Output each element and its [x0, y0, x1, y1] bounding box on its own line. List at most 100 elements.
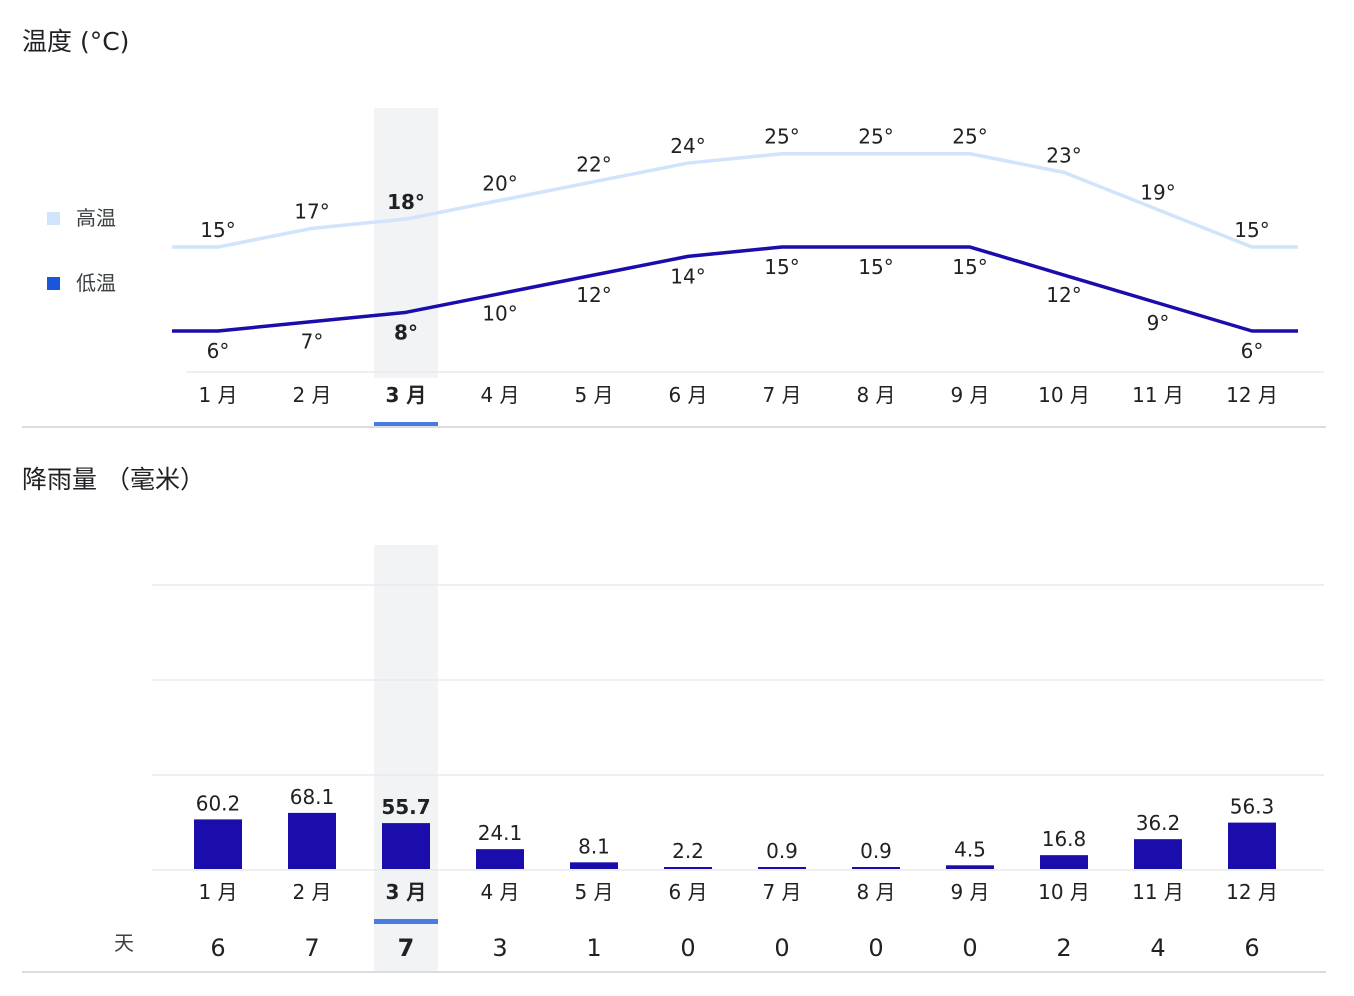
- low-temp-label: 15°: [952, 255, 987, 279]
- precipitation-month-label[interactable]: 8 月: [856, 880, 895, 904]
- legend-high-swatch: [47, 212, 60, 225]
- temperature-selected-month-band: [374, 108, 438, 378]
- high-temp-label: 18°: [387, 190, 425, 214]
- low-temp-label: 10°: [482, 302, 517, 326]
- temperature-month-label[interactable]: 8 月: [856, 383, 895, 407]
- low-temp-label: 9°: [1147, 311, 1170, 335]
- precipitation-selected-month-band: [374, 545, 438, 973]
- temperature-month-label[interactable]: 11 月: [1132, 383, 1184, 407]
- temperature-month-label[interactable]: 6 月: [668, 383, 707, 407]
- rainy-days-label: 天: [114, 931, 134, 955]
- rainy-days-value: 6: [210, 934, 225, 962]
- precipitation-month-label[interactable]: 6 月: [668, 880, 707, 904]
- low-temp-label: 6°: [207, 339, 230, 363]
- precipitation-month-label[interactable]: 10 月: [1038, 880, 1090, 904]
- legend-high-label: 高温: [76, 206, 116, 230]
- precipitation-title: 降雨量 （毫米）: [22, 465, 205, 494]
- rainy-days-value: 0: [962, 934, 977, 962]
- low-temp-label: 15°: [858, 255, 893, 279]
- precipitation-bar[interactable]: [1134, 839, 1182, 869]
- precipitation-month-label[interactable]: 5 月: [574, 880, 613, 904]
- precipitation-month-label[interactable]: 11 月: [1132, 880, 1184, 904]
- precipitation-bar[interactable]: [288, 812, 336, 869]
- rainy-days-value: 0: [774, 934, 789, 962]
- temperature-title: 温度 (°C): [22, 27, 129, 56]
- rainy-days-value: 0: [868, 934, 883, 962]
- precipitation-month-label[interactable]: 12 月: [1226, 880, 1278, 904]
- high-temp-label: 25°: [858, 125, 893, 149]
- temperature-month-label[interactable]: 10 月: [1038, 383, 1090, 407]
- precipitation-selected-month-indicator[interactable]: [374, 919, 438, 924]
- precipitation-value-label: 36.2: [1136, 811, 1181, 835]
- high-temp-label: 15°: [200, 218, 235, 242]
- precipitation-bar[interactable]: [664, 867, 712, 869]
- temperature-month-label[interactable]: 9 月: [950, 383, 989, 407]
- legend-low-swatch: [47, 277, 60, 290]
- precipitation-bar[interactable]: [1228, 822, 1276, 869]
- precipitation-value-label: 8.1: [578, 834, 610, 858]
- precipitation-bar[interactable]: [476, 849, 524, 869]
- temperature-month-label[interactable]: 12 月: [1226, 383, 1278, 407]
- legend-low-label: 低温: [76, 271, 116, 295]
- precipitation-month-labels: 1 月 2 月 3 月 4 月 5 月 6 月 7 月 8 月 9 月 10 月 11 月 12 月: [198, 880, 1277, 904]
- rainy-days-values: 6 7 7 3 1 0 0 0 0 2 4 6: [210, 934, 1259, 962]
- precipitation-month-label[interactable]: 1 月: [198, 880, 237, 904]
- temperature-month-label[interactable]: 3 月: [386, 383, 427, 407]
- temperature-month-label[interactable]: 4 月: [480, 383, 519, 407]
- temperature-month-label[interactable]: 5 月: [574, 383, 613, 407]
- low-temp-label: 7°: [301, 330, 324, 354]
- precipitation-value-label: 2.2: [672, 839, 704, 863]
- low-temp-label: 14°: [670, 264, 705, 288]
- low-temperature-line: [172, 245, 1298, 333]
- high-temp-label: 22°: [576, 153, 611, 177]
- temperature-legend: 高温 低温: [47, 206, 116, 295]
- high-temp-label: 25°: [764, 125, 799, 149]
- precipitation-value-label: 56.3: [1230, 795, 1275, 819]
- high-temperature-line: [172, 151, 1298, 249]
- high-temp-label: 17°: [294, 199, 329, 223]
- rainy-days-value: 7: [304, 934, 319, 962]
- precipitation-bar[interactable]: [194, 819, 242, 869]
- precipitation-bar[interactable]: [570, 862, 618, 869]
- rainy-days-value: 7: [398, 934, 415, 962]
- high-temp-label: 25°: [952, 125, 987, 149]
- rainy-days-value: 0: [680, 934, 695, 962]
- precipitation-month-label[interactable]: 9 月: [950, 880, 989, 904]
- temperature-month-label[interactable]: 7 月: [762, 383, 801, 407]
- rainy-days-value: 4: [1150, 934, 1165, 962]
- precipitation-bar[interactable]: [758, 867, 806, 869]
- precipitation-value-label: 0.9: [766, 839, 798, 863]
- precipitation-bar[interactable]: [852, 867, 900, 869]
- rainy-days-value: 2: [1056, 934, 1071, 962]
- low-temp-label: 12°: [1046, 283, 1081, 307]
- temperature-selected-month-indicator[interactable]: [374, 422, 438, 427]
- precipitation-month-label[interactable]: 3 月: [386, 880, 427, 904]
- rainy-days-value: 6: [1244, 934, 1259, 962]
- precipitation-value-label: 55.7: [381, 795, 430, 819]
- precipitation-bar[interactable]: [382, 823, 430, 869]
- high-temp-label: 20°: [482, 171, 517, 195]
- low-temp-label: 6°: [1241, 339, 1264, 363]
- rainy-days-value: 3: [492, 934, 507, 962]
- low-temp-label: 15°: [764, 255, 799, 279]
- rainy-days-value: 1: [586, 934, 601, 962]
- precipitation-month-label[interactable]: 2 月: [292, 880, 331, 904]
- high-temp-label: 23°: [1046, 143, 1081, 167]
- precipitation-bar[interactable]: [1040, 855, 1088, 869]
- precipitation-value-label: 16.8: [1042, 827, 1087, 851]
- precipitation-month-label[interactable]: 4 月: [480, 880, 519, 904]
- temperature-plot: 15° 17° 18° 20° 22° 24° 25° 25° 25° 23° 19° 15° 6° 7°…: [172, 125, 1298, 363]
- temperature-month-label[interactable]: 1 月: [198, 383, 237, 407]
- precipitation-month-label[interactable]: 7 月: [762, 880, 801, 904]
- precipitation-grid: [152, 584, 1324, 871]
- high-temp-label: 24°: [670, 134, 705, 158]
- temperature-month-label[interactable]: 2 月: [292, 383, 331, 407]
- high-temp-label: 15°: [1234, 218, 1269, 242]
- precipitation-value-label: 0.9: [860, 839, 892, 863]
- low-temp-label: 12°: [576, 283, 611, 307]
- precipitation-value-label: 68.1: [290, 785, 335, 809]
- precipitation-plot: 60.2 68.1 55.7 24.1 8.1 2.2 0.9 0.9 4.5 16.8 36.2 5…: [194, 785, 1276, 869]
- low-temp-label: 8°: [394, 320, 418, 344]
- precipitation-bar[interactable]: [946, 865, 994, 869]
